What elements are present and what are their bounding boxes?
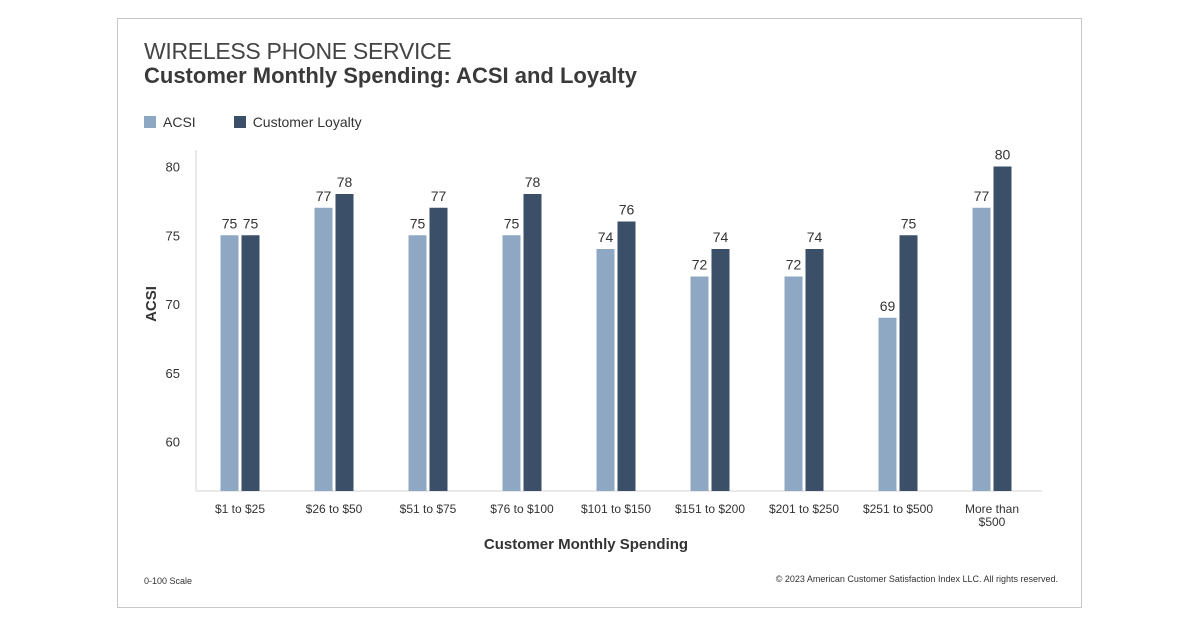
chart-supertitle: WIRELESS PHONE SERVICE — [144, 38, 452, 64]
legend-item-loyalty: Customer Loyalty — [233, 114, 362, 130]
legend-label-acsi: ACSI — [163, 114, 196, 130]
y-tick-label: 65 — [166, 366, 180, 381]
bar-acsi — [596, 249, 615, 491]
legend-label-loyalty: Customer Loyalty — [252, 114, 362, 130]
data-label: 76 — [619, 202, 635, 218]
data-label: 78 — [525, 174, 541, 190]
bar-acsi — [972, 207, 991, 491]
x-tick-label: $101 to $150 — [581, 502, 651, 516]
bar-acsi — [408, 235, 427, 491]
bar-loyalty — [993, 166, 1012, 491]
bar-loyalty — [523, 194, 542, 491]
scale-note: 0-100 Scale — [144, 576, 193, 586]
data-label: 69 — [880, 298, 896, 314]
data-label: 80 — [995, 147, 1011, 163]
data-label: 75 — [243, 215, 259, 231]
copyright: © 2023 American Customer Satisfaction In… — [775, 574, 1058, 584]
data-label: 77 — [316, 188, 332, 204]
x-tick-label: $51 to $75 — [400, 502, 457, 516]
data-label: 75 — [504, 215, 520, 231]
y-tick-label: 60 — [166, 435, 180, 450]
bar-acsi — [220, 235, 239, 491]
data-label: 75 — [901, 215, 917, 231]
x-axis-label: Customer Monthly Spending — [484, 536, 688, 553]
data-label: 75 — [222, 215, 238, 231]
x-tick-label: $151 to $200 — [675, 502, 745, 516]
legend-swatch-acsi — [144, 116, 156, 128]
y-tick-label: 80 — [166, 160, 180, 175]
data-label: 74 — [598, 229, 614, 245]
bar-loyalty — [429, 207, 448, 491]
data-label: 78 — [337, 174, 353, 190]
legend-swatch-loyalty — [233, 116, 246, 128]
bar-acsi — [784, 276, 803, 491]
legend-item-acsi: ACSI — [144, 114, 196, 130]
x-tick-label: $26 to $50 — [306, 502, 363, 516]
bar-acsi — [314, 207, 333, 491]
data-label: 74 — [713, 229, 729, 245]
y-tick-label: 75 — [166, 228, 180, 243]
bar-loyalty — [617, 221, 636, 491]
chart-title: Customer Monthly Spending: ACSI and Loya… — [144, 63, 637, 88]
data-label: 77 — [974, 188, 990, 204]
x-tick-label: More than $500 — [965, 502, 1019, 529]
bar-loyalty — [241, 235, 260, 491]
bar-loyalty — [711, 249, 730, 491]
chart-frame — [117, 18, 1082, 608]
data-label: 77 — [431, 188, 447, 204]
x-tick-label: $251 to $500 — [863, 502, 933, 516]
x-tick-label: $1 to $25 — [215, 502, 265, 516]
data-label: 75 — [410, 215, 426, 231]
bar-acsi — [502, 235, 521, 491]
bar-loyalty — [899, 235, 918, 491]
bar-acsi — [878, 317, 897, 491]
data-label: 74 — [807, 229, 823, 245]
y-tick-label: 70 — [166, 297, 180, 312]
x-tick-label: $201 to $250 — [769, 502, 839, 516]
bar-loyalty — [335, 194, 354, 491]
data-label: 72 — [786, 257, 802, 273]
legend: ACSI Customer Loyalty — [144, 114, 362, 130]
x-tick-label: $76 to $100 — [490, 502, 554, 516]
bar-loyalty — [805, 249, 824, 491]
y-axis-label: ACSI — [143, 286, 160, 322]
data-label: 72 — [692, 257, 708, 273]
bar-acsi — [690, 276, 709, 491]
